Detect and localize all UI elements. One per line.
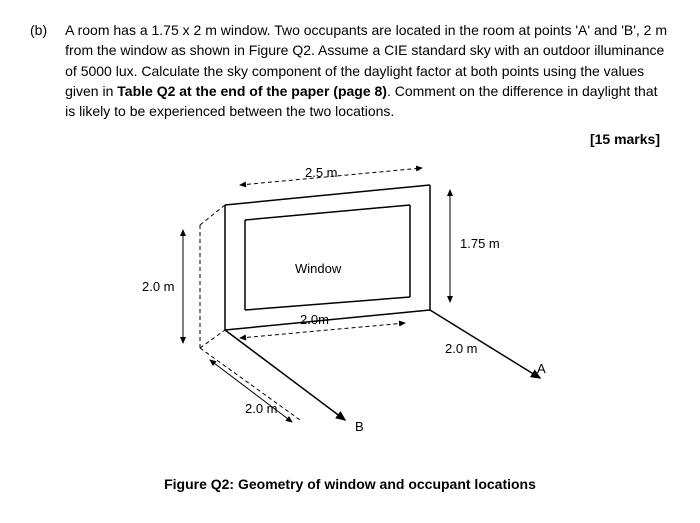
geometry-diagram	[140, 160, 560, 460]
dim-left: 2.0 m	[142, 278, 175, 297]
dim-floor-a: 2.0 m	[445, 340, 478, 359]
question-bold-table: Table Q2 at the end of the paper (page 8…	[117, 83, 387, 99]
dim-right: 1.75 m	[460, 235, 500, 254]
marks-label: [15 marks]	[30, 129, 670, 149]
point-b: B	[355, 418, 364, 437]
dim-floor-b: 2.0m	[300, 311, 329, 330]
point-a: A	[537, 360, 546, 379]
diagram-area: 2.5 m 1.75 m 2.0 m Window 2.0m 2.0 m 2.0…	[140, 160, 560, 460]
dim-top: 2.5 m	[305, 164, 338, 183]
question-block: (b) A room has a 1.75 x 2 m window. Two …	[30, 20, 670, 121]
window-label: Window	[295, 260, 341, 279]
dim-bottom-left: 2.0 m	[245, 400, 278, 419]
part-label: (b)	[30, 20, 47, 121]
figure-caption: Figure Q2: Geometry of window and occupa…	[30, 474, 670, 494]
question-text: A room has a 1.75 x 2 m window. Two occu…	[65, 20, 670, 121]
